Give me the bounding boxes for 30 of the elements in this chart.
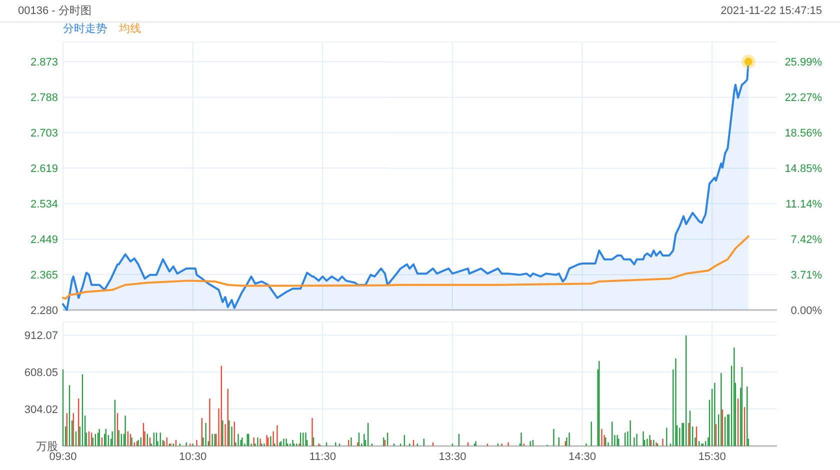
y-tick-label: 2.449 [30,234,58,246]
y2-tick-label: 14.85% [784,163,822,176]
text: 分时走势 [63,22,107,35]
y2-tick-label: 18.56% [784,128,822,140]
y-tick-label: 2.280 [30,304,58,317]
x-tick-label: 11:30 [309,451,336,463]
y-tick-label: 912.07 [24,330,58,342]
text: 2021-11-22 15:47:15 [720,5,822,17]
y2-tick-label: 7.42% [790,234,822,246]
y2-tick-label: 3.71% [790,269,822,282]
y-tick-label: 2.703 [30,128,58,140]
x-tick-label: 09:30 [49,451,77,463]
x-tick-label: 10:30 [179,451,207,463]
y-tick-label: 万股 [36,440,58,453]
x-tick-label: 14:30 [568,451,596,463]
y2-tick-label: 22.27% [784,92,822,104]
text: 均线 [118,22,141,35]
y2-tick-label: 25.99% [784,56,822,69]
y-tick-label: 2.619 [30,162,58,175]
y-tick-label: 608.05 [24,366,58,379]
y-tick-label: 2.365 [30,269,58,282]
y-tick-label: 2.873 [30,56,58,69]
x-tick-label: 13:30 [438,451,466,463]
x-tick-label: 15:30 [698,451,726,463]
chart-title: 00136 - 分时图 [18,4,92,17]
y-tick-label: 2.534 [30,198,58,210]
y-tick-label: 304.02 [24,404,58,416]
y2-tick-label: 0.00% [790,304,822,317]
y-tick-label: 2.788 [30,92,58,104]
y2-tick-label: 11.14% [786,198,822,210]
